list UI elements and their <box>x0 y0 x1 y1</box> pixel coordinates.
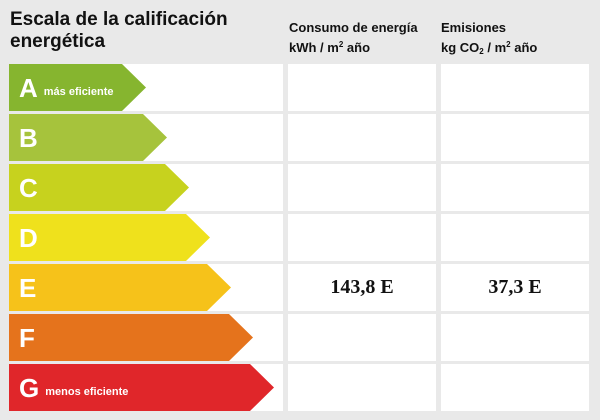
emissions-column-header: Emisiones kg CO2 / m2 año <box>441 19 537 60</box>
energy-value-cell <box>288 314 436 361</box>
energy-value-cell <box>288 364 436 411</box>
emissions-value-cell <box>441 214 589 261</box>
rating-row-d: D <box>0 214 600 261</box>
rating-letter: G <box>19 372 40 403</box>
emissions-value-cell <box>441 364 589 411</box>
rating-arrow-f: F <box>9 314 253 361</box>
rating-note: más eficiente <box>43 85 114 98</box>
rating-arrow-d: D <box>9 214 210 261</box>
rating-letter: B <box>19 122 38 153</box>
rating-letter: F <box>19 322 35 353</box>
rating-row-b: B <box>0 114 600 161</box>
energy-header-unit: kWh / m2 año <box>289 40 371 55</box>
rating-note: menos eficiente <box>45 385 129 398</box>
rating-label-box: D <box>9 214 283 261</box>
emissions-header-label: Emisiones <box>441 20 507 35</box>
emissions-header-unit: kg CO2 / m2 año <box>441 40 538 56</box>
emissions-value-cell <box>441 314 589 361</box>
rating-letter: E <box>19 272 37 303</box>
rating-letter: C <box>19 172 38 203</box>
energy-value-cell: 143,8 E <box>288 264 436 311</box>
energy-value-cell <box>288 114 436 161</box>
energy-value-cell <box>288 164 436 211</box>
page-title: Escala de la calificación energética <box>10 9 228 52</box>
rating-arrow-b: B <box>9 114 167 161</box>
rating-label-box: E <box>9 264 283 311</box>
rating-row-e: E 143,8 E 37,3 E <box>0 264 600 311</box>
rating-letter: D <box>19 222 38 253</box>
rating-arrow-c: C <box>9 164 189 211</box>
rating-row-c: C <box>0 164 600 211</box>
rating-label-box: C <box>9 164 283 211</box>
emissions-value-cell <box>441 164 589 211</box>
emissions-value-cell <box>441 64 589 111</box>
energy-column-header: Consumo de energía kWh / m2 año <box>289 19 418 56</box>
emissions-value-cell: 37,3 E <box>441 264 589 311</box>
rating-arrow-e: E <box>9 264 231 311</box>
rating-row-f: F <box>0 314 600 361</box>
emissions-value-cell <box>441 114 589 161</box>
rating-label-box: B <box>9 114 283 161</box>
energy-value-cell <box>288 64 436 111</box>
rating-letter: A <box>19 72 38 103</box>
energy-header-label: Consumo de energía <box>289 20 418 35</box>
rating-label-box: F <box>9 314 283 361</box>
energy-value-cell <box>288 214 436 261</box>
